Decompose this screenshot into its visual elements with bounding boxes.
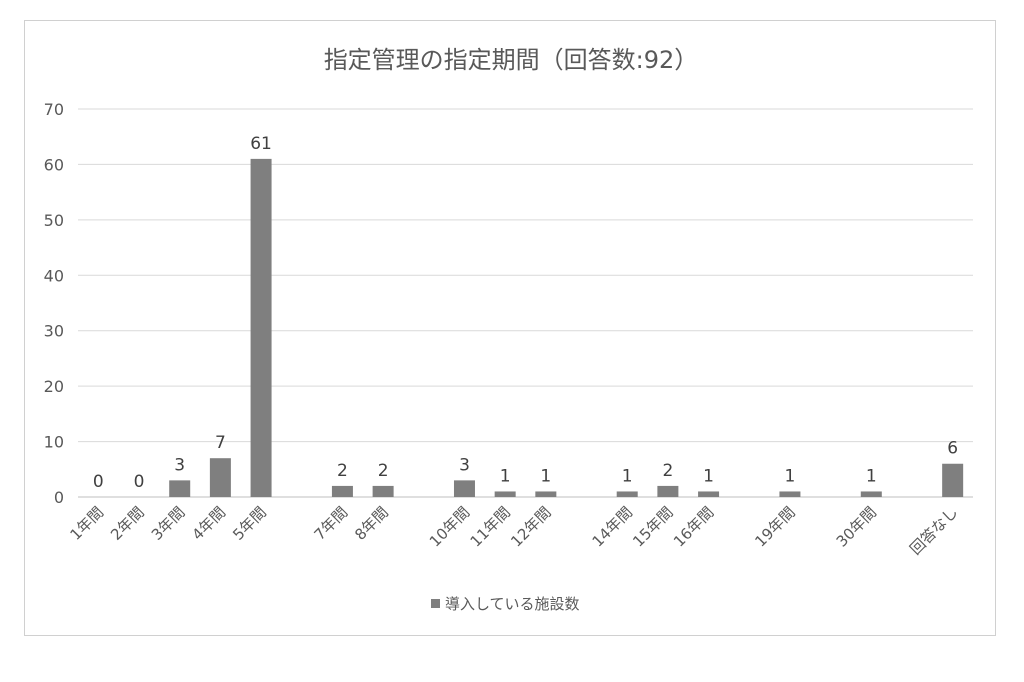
data-label: 1 (622, 466, 633, 486)
chart-frame: 指定管理の指定期間（回答数:92） 0 0 3 7 61 2 2 3 1 1 1 2 1 1 1 6 0 10 2… (24, 20, 996, 636)
x-tick-label: 回答なし (906, 503, 961, 558)
data-label: 0 (134, 472, 145, 492)
y-tick-label: 70 (44, 100, 64, 119)
x-tick-label: 30年間 (833, 503, 880, 550)
x-tick-label: 15年間 (629, 503, 676, 550)
bar-chart: 指定管理の指定期間（回答数:92） 0 0 3 7 61 2 2 3 1 1 1 2 1 1 1 6 0 10 2… (44, 46, 973, 613)
legend: 導入している施設数 (431, 595, 580, 613)
y-tick-label: 40 (44, 266, 64, 285)
data-label: 1 (703, 466, 714, 486)
x-tick-label: 16年間 (670, 503, 717, 550)
bar (331, 485, 353, 497)
x-tick-label: 14年間 (589, 503, 636, 550)
x-tick-label: 2年間 (107, 503, 148, 544)
y-tick-label: 30 (44, 322, 64, 341)
data-label: 2 (337, 461, 348, 481)
data-label: 7 (215, 433, 226, 453)
y-tick-label: 50 (44, 211, 64, 230)
bar (494, 491, 516, 497)
x-tick-label: 1年間 (66, 503, 107, 544)
x-tick-label: 5年間 (229, 503, 270, 544)
data-label: 1 (785, 466, 796, 486)
bar (209, 458, 231, 497)
bar (453, 480, 475, 497)
data-label: 6 (947, 439, 958, 459)
data-label: 61 (250, 134, 272, 154)
data-label: 1 (866, 466, 877, 486)
bar (616, 491, 638, 497)
bar (860, 491, 882, 497)
x-tick-label: 11年間 (467, 503, 514, 550)
y-tick-label: 10 (44, 433, 64, 452)
data-label: 3 (174, 455, 185, 475)
data-label: 3 (459, 455, 470, 475)
data-label: 2 (378, 461, 389, 481)
x-tick-label: 19年間 (751, 503, 798, 550)
x-tick-label: 4年間 (189, 503, 230, 544)
bar (657, 485, 679, 497)
x-tick-label: 3年間 (148, 503, 189, 544)
bar (779, 491, 801, 497)
x-tick-label: 10年間 (426, 503, 473, 550)
bar (698, 491, 720, 497)
x-tick-label: 7年間 (311, 503, 352, 544)
data-label: 2 (662, 461, 673, 481)
x-tick-label: 8年間 (351, 503, 392, 544)
bar (250, 158, 272, 497)
y-tick-label: 20 (44, 377, 64, 396)
y-tick-label: 60 (44, 155, 64, 174)
chart-title: 指定管理の指定期間（回答数:92） (324, 46, 699, 74)
legend-swatch (431, 599, 440, 608)
bar (535, 491, 557, 497)
legend-label: 導入している施設数 (445, 595, 580, 613)
data-label: 0 (93, 472, 104, 492)
data-label: 1 (500, 466, 511, 486)
x-tick-label: 12年間 (507, 503, 554, 550)
y-tick-label: 0 (54, 488, 64, 507)
data-label: 1 (540, 466, 551, 486)
bar (372, 485, 394, 497)
bar (169, 480, 191, 497)
bar (942, 463, 964, 497)
